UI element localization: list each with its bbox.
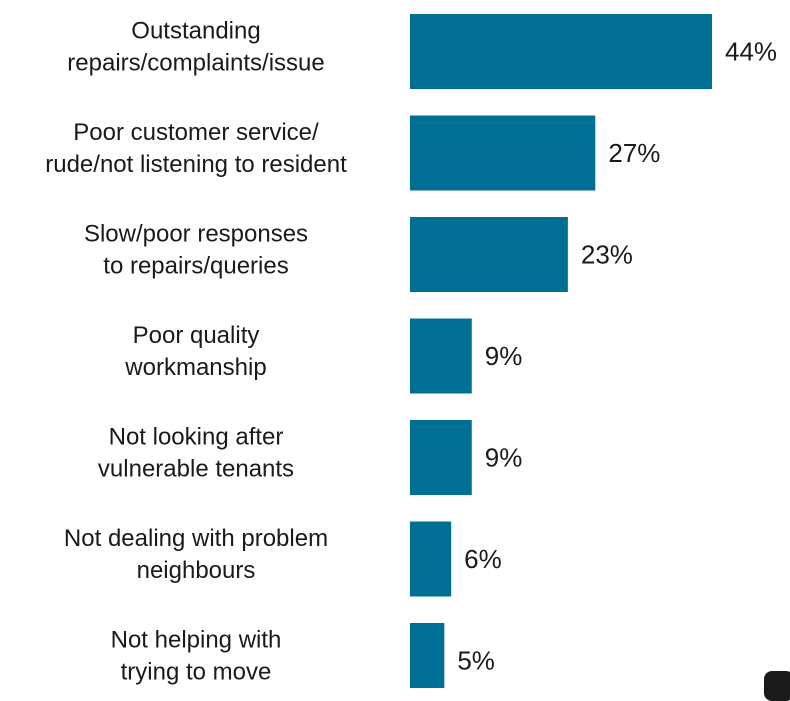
bar-value-label: 44% [725,37,777,67]
bar-group: 27% Poor customer service/rude/not listen… [45,115,660,191]
category-label: Slow/poor responses to repairs/queries [84,221,308,280]
bar-value-label: 5% [457,646,495,676]
bar-value-label: 27% [608,138,660,168]
category-label-line: repairs/complaints/issue [67,50,324,77]
category-label-line: Not dealing with problem [64,525,328,552]
category-label-line: Poor customer service/ [73,119,319,146]
category-label: Poor customer service/rude/not listening… [45,119,347,178]
category-label-line: rude/not listening to resident [45,151,347,178]
bar-group: 23% Slow/poor responses to repairs/queries [84,217,633,292]
category-label-line: Poor quality [133,322,260,349]
bar-value-label: 6% [464,544,502,574]
bar-group: 6% Not dealing with problem neighbours [64,521,502,597]
bar [410,318,472,394]
category-label-line: neighbours [137,557,256,584]
category-label-line: Not looking after [109,424,284,451]
bar-value-label: 9% [485,341,523,371]
bar-group: 9% Poor quality workmanship [124,318,523,394]
corner-badge-icon [764,671,790,701]
bar [410,420,472,495]
category-label-line: Outstanding [131,18,260,45]
bar [410,623,445,688]
category-label: Outstanding repairs/complaints/issue [67,18,324,77]
category-label: Not helping with trying to move [111,627,282,686]
category-label: Not dealing with problem neighbours [64,525,328,584]
bar-value-label: 23% [581,240,633,270]
category-label-line: trying to move [121,659,272,686]
category-label-line: Not helping with [111,627,282,654]
category-label-line: Slow/poor responses [84,221,308,248]
category-label-line: vulnerable tenants [98,456,294,483]
bar [410,521,452,597]
category-label-line: workmanship [124,354,266,381]
bar-group: 9% Not looking after vulnerable tenants [98,420,522,495]
bar-value-label: 9% [485,443,523,473]
bar [410,14,712,89]
category-label-line: to repairs/queries [103,253,288,280]
bar [410,115,596,191]
bar [410,217,568,292]
bar-group: 5% Not helping with trying to move [111,623,495,688]
category-label: Not looking after vulnerable tenants [98,424,294,483]
category-label: Poor quality workmanship [124,322,266,381]
bar-group: 44% Outstanding repairs/complaints/issue [67,14,777,89]
